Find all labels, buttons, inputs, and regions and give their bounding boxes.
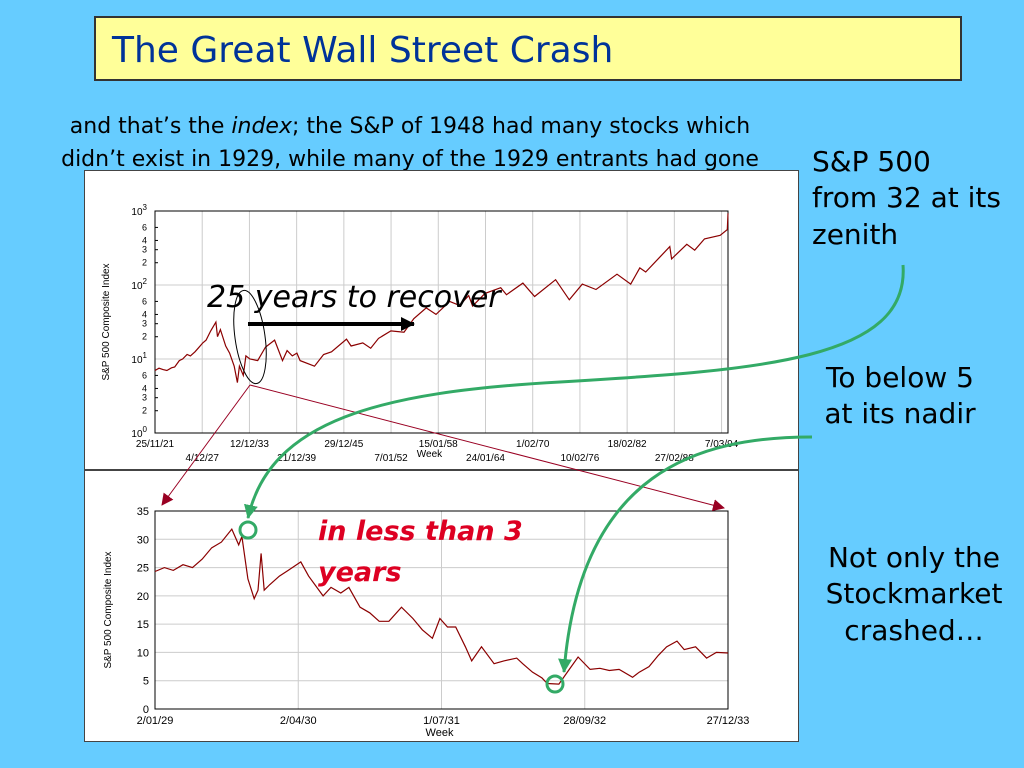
x-tick-label: 15/01/58 [419, 439, 458, 450]
x-tick-label: 2/04/30 [280, 715, 317, 727]
x-tick-label: 10/02/76 [560, 453, 599, 464]
sp500-series-line [154, 527, 729, 685]
y-minor-tick-label: 4 [142, 309, 147, 319]
crash-note: in less than 3 years [318, 516, 523, 588]
x-tick-label: 27/12/33 [707, 715, 750, 727]
zenith-note: S&P 500 from 32 at its zenith [812, 145, 1001, 251]
y-minor-tick-label: 3 [142, 393, 147, 403]
y-tick-label: 15 [137, 619, 149, 631]
x-tick-label: 12/12/33 [230, 439, 269, 450]
y-minor-tick-label: 2 [142, 258, 147, 268]
y-tick-label: 101 [131, 351, 147, 366]
nadir-note: To below 5 at its nadir [824, 361, 976, 431]
y-tick-label: 102 [131, 277, 147, 292]
slide-title: The Great Wall Street Crash [112, 30, 614, 71]
nadir-marker [545, 674, 565, 694]
crash-ellipse [233, 289, 267, 385]
x-tick-label: 21/12/39 [277, 453, 316, 464]
y-tick-label: 25 [137, 563, 149, 575]
x-tick-label: 7/01/52 [374, 453, 408, 464]
x-axis-label: Week [426, 727, 454, 739]
x-tick-label: 2/01/29 [137, 715, 174, 727]
caption-pre: and that’s the [69, 114, 232, 139]
nadir-arrow [558, 435, 813, 673]
crashed-note: Not only the Stockmarket crashed… [825, 541, 1003, 647]
x-axis-label: Week [417, 449, 443, 460]
y-minor-tick-label: 6 [142, 370, 147, 380]
y-minor-tick-label: 4 [142, 383, 147, 393]
y-axis-label: S&P 500 Composite Index [101, 263, 112, 380]
x-tick-label: 18/02/82 [608, 439, 647, 450]
y-minor-tick-label: 2 [142, 332, 147, 342]
caption-emphasis: index [231, 114, 292, 139]
zenith-marker [238, 520, 258, 540]
y-minor-tick-label: 6 [142, 222, 147, 232]
top-chart-panel: 100 101 102 103 2 3 4 6 2 3 4 6 2 3 4 6 25/11/21 12/12/33… [84, 170, 799, 470]
zenith-arrow [244, 264, 905, 519]
y-minor-tick-label: 6 [142, 296, 147, 306]
y-tick-label: 20 [137, 591, 149, 603]
x-tick-label: 1/02/70 [516, 439, 550, 450]
x-tick-label: 7/03/94 [705, 439, 739, 450]
sp500-series-line [154, 213, 729, 383]
zoom-line-right [249, 384, 725, 512]
plot-frame [154, 210, 729, 434]
y-axis-label: S&P 500 Composite Index [103, 551, 114, 668]
y-tick-label: 5 [143, 676, 149, 688]
x-tick-label: 25/11/21 [136, 439, 175, 450]
y-minor-tick-label: 3 [142, 245, 147, 255]
y-minor-tick-label: 2 [142, 406, 147, 416]
x-tick-label: 27/02/88 [655, 453, 694, 464]
y-minor-tick-label: 4 [142, 235, 147, 245]
plot-frame [154, 510, 729, 710]
y-tick-label: 0 [143, 704, 149, 716]
y-tick-label: 100 [131, 425, 147, 440]
zoom-line-left [161, 384, 251, 506]
x-tick-label: 4/12/27 [186, 453, 220, 464]
y-tick-label: 35 [137, 506, 149, 518]
x-tick-label: 29/12/45 [324, 439, 363, 450]
y-tick-label: 103 [131, 203, 147, 218]
y-tick-label: 30 [137, 534, 149, 546]
recover-note: 25 years to recover [207, 280, 501, 315]
x-tick-label: 1/07/31 [423, 715, 460, 727]
y-tick-label: 10 [137, 647, 149, 659]
bottom-chart-panel: 0 5 10 15 20 25 30 35 2/01/29 2/04/30 1/07/31 28/09… [84, 470, 799, 742]
y-minor-tick-label: 3 [142, 319, 147, 329]
x-tick-label: 28/09/32 [563, 715, 606, 727]
title-box: The Great Wall Street Crash [94, 16, 962, 81]
x-tick-label: 24/01/64 [466, 453, 505, 464]
linear-chart: 0 5 10 15 20 25 30 35 2/01/29 2/04/30 1/07/31 28/09… [103, 506, 750, 739]
